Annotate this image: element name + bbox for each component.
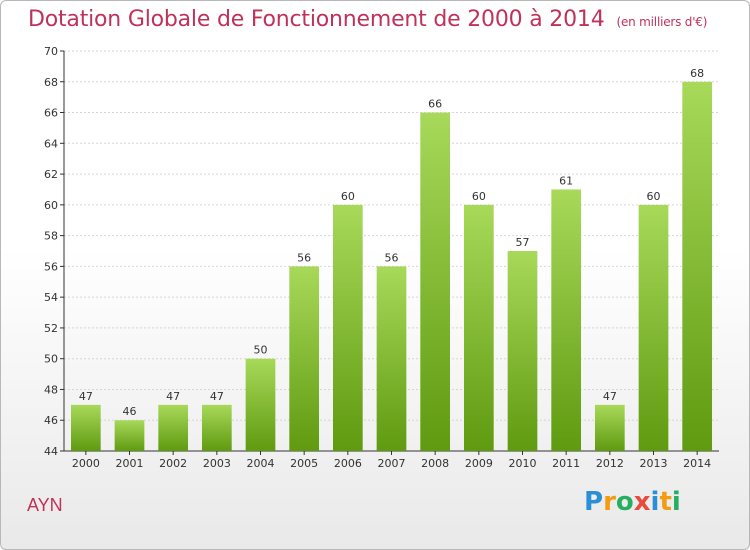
data-label: 47 — [166, 390, 180, 403]
x-tick-label: 2009 — [465, 457, 493, 470]
logo-letter: t — [659, 487, 672, 517]
x-tick-label: 2002 — [159, 457, 187, 470]
logo-letter: x — [633, 487, 651, 517]
x-tick-label: 2008 — [421, 457, 449, 470]
bar — [682, 81, 713, 452]
data-label: 60 — [341, 190, 355, 203]
bar — [463, 204, 494, 451]
data-label: 47 — [210, 390, 224, 403]
y-tick-label: 66 — [44, 107, 58, 120]
bar — [158, 404, 189, 451]
y-tick-label: 54 — [44, 291, 58, 304]
x-tick-label: 2007 — [378, 457, 406, 470]
y-tick-label: 44 — [44, 445, 58, 458]
x-tick-label: 2000 — [72, 457, 100, 470]
x-tick-label: 2013 — [640, 457, 668, 470]
unit-note: (en milliers d'€) — [616, 15, 708, 29]
proxiti-logo: Proxiti — [584, 487, 681, 517]
bar — [507, 251, 538, 451]
x-tick-label: 2012 — [596, 457, 624, 470]
bar — [289, 266, 320, 451]
logo-letter: i — [671, 487, 681, 517]
y-tick-label: 62 — [44, 168, 58, 181]
y-tick-label: 58 — [44, 230, 58, 243]
x-tick-label: 2001 — [116, 457, 144, 470]
data-label: 60 — [647, 190, 661, 203]
data-label: 66 — [428, 98, 442, 111]
x-tick-label: 2006 — [334, 457, 362, 470]
data-label: 47 — [603, 390, 617, 403]
x-tick-label: 2014 — [683, 457, 711, 470]
data-label: 50 — [254, 344, 268, 357]
bar — [420, 112, 451, 452]
data-label: 56 — [385, 251, 399, 264]
data-label: 46 — [123, 405, 137, 418]
y-tick-label: 68 — [44, 76, 58, 89]
bar — [332, 204, 363, 451]
y-tick-label: 64 — [44, 137, 58, 150]
bar — [245, 358, 276, 451]
data-label: 60 — [472, 190, 486, 203]
bar — [594, 404, 625, 451]
y-tick-label: 46 — [44, 414, 58, 427]
value-labels: 47 46 47 47 50 56 60 56 66 60 57 61 47 60 68 — [79, 67, 704, 418]
y-tick-label: 52 — [44, 322, 58, 335]
bars — [70, 81, 713, 452]
logo-letter: o — [615, 487, 634, 517]
logo-letter: i — [650, 487, 660, 517]
bar — [70, 404, 101, 451]
data-label: 61 — [559, 174, 573, 187]
y-tick-label: 70 — [44, 45, 58, 58]
logo-letter: P — [584, 487, 604, 517]
bar — [376, 266, 407, 451]
x-tick-label: 2010 — [509, 457, 537, 470]
bar — [201, 404, 232, 451]
x-tick-label: 2005 — [290, 457, 318, 470]
data-label: 56 — [297, 251, 311, 264]
x-tick-label: 2011 — [552, 457, 580, 470]
commune-name: AYN — [27, 495, 63, 515]
x-tick-label: 2004 — [247, 457, 275, 470]
logo-letter: r — [603, 487, 616, 517]
chart-title-text: Dotation Globale de Fonctionnement de 20… — [28, 7, 605, 32]
data-label: 68 — [690, 67, 704, 80]
data-label: 47 — [79, 390, 93, 403]
y-tick-label: 48 — [44, 383, 58, 396]
x-tick-label: 2003 — [203, 457, 231, 470]
y-tick-label: 50 — [44, 353, 58, 366]
bar — [638, 204, 669, 451]
y-tick-label: 60 — [44, 199, 58, 212]
chart-title: Dotation Globale de Fonctionnement de 20… — [28, 7, 707, 32]
data-label: 57 — [516, 236, 530, 249]
y-tick-label: 56 — [44, 260, 58, 273]
bar — [551, 189, 582, 451]
bar — [114, 420, 145, 451]
